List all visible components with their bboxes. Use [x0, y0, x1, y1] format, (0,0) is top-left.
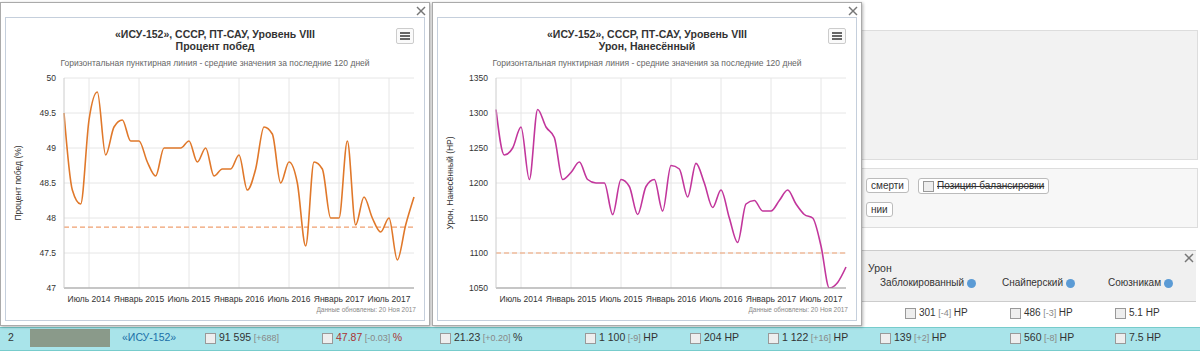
html-text:нии: нии: [871, 204, 888, 215]
svg-text:Январь 2016: Январь 2016: [214, 294, 265, 304]
html-text:Данные обновлены: 20 Ноя 2017: Данные обновлены: 20 Ноя 2017: [748, 306, 848, 313]
html-text:21.23[+0.20]%: 21.23[+0.20]%: [454, 331, 523, 343]
html-text:Данные обновлены: 20 Ноя 2017: Данные обновлены: 20 Ноя 2017: [316, 306, 416, 313]
html-text:47.87[-0.03]%: 47.87[-0.03]%: [336, 331, 403, 343]
html-text:204 HP: 204 HP: [704, 331, 739, 343]
svg-text:Январь 2016: Январь 2016: [646, 294, 697, 304]
html-text:Позиция балансировки: Позиция балансировки: [937, 180, 1045, 191]
html-text:2: 2: [8, 331, 14, 343]
html-text:Союзникам: Союзникам: [1108, 277, 1161, 288]
html-text:1 100[-9]HP: 1 100[-9]HP: [599, 331, 658, 343]
svg-text:1350: 1350: [469, 73, 488, 83]
html-text:Процент побед: Процент побед: [175, 40, 255, 52]
svg-text:1250: 1250: [469, 143, 488, 153]
svg-text:Июль 2015: Июль 2015: [600, 294, 643, 304]
svg-text:48: 48: [47, 213, 57, 223]
html-text:«ИСУ-152»: «ИСУ-152»: [122, 331, 177, 343]
svg-text:Январь 2015: Январь 2015: [546, 294, 597, 304]
html-text:1 122[+16]HP: 1 122[+16]HP: [782, 331, 849, 343]
html-text:5.1 HP: 5.1 HP: [1129, 307, 1160, 318]
html-text:Заблокированный: Заблокированный: [880, 277, 965, 288]
svg-text:47: 47: [47, 283, 57, 293]
html-text:Урон, Нанесённый: Урон, Нанесённый: [598, 40, 696, 52]
svg-text:Июль 2017: Июль 2017: [368, 294, 411, 304]
html-text:смерти: смерти: [871, 180, 904, 191]
svg-text:48.5: 48.5: [39, 178, 56, 188]
html-text:Снайперский: Снайперский: [1002, 277, 1063, 288]
svg-text:47.5: 47.5: [39, 248, 56, 258]
svg-text:49: 49: [47, 143, 57, 153]
svg-text:Июль 2016: Июль 2016: [268, 294, 311, 304]
html-text:91 595[+688]: 91 595[+688]: [219, 331, 279, 343]
svg-text:1300: 1300: [469, 108, 488, 118]
svg-text:1200: 1200: [469, 178, 488, 188]
svg-text:Январь 2015: Январь 2015: [114, 294, 165, 304]
html-text:7.5 HP: 7.5 HP: [1129, 331, 1162, 343]
svg-text:Январь 2017: Январь 2017: [746, 294, 797, 304]
svg-text:50: 50: [47, 73, 57, 83]
svg-text:1100: 1100: [470, 248, 489, 258]
svg-text:Июль 2015: Июль 2015: [168, 294, 211, 304]
html-text:«ИСУ-152», СССР, ПТ-САУ, Урове: «ИСУ-152», СССР, ПТ-САУ, Уровень VIII: [115, 28, 315, 40]
html-text:560[-8]HP: 560[-8]HP: [1024, 331, 1075, 343]
svg-text:1050: 1050: [469, 283, 488, 293]
svg-text:Июль 2014: Июль 2014: [68, 294, 111, 304]
svg-text:49.5: 49.5: [39, 108, 56, 118]
svg-text:Июль 2014: Июль 2014: [500, 294, 543, 304]
svg-text:1150: 1150: [470, 213, 489, 223]
html-text:Горизонтальная пунктирная лини: Горизонтальная пунктирная линия - средни…: [492, 58, 802, 68]
svg-text:Июль 2017: Июль 2017: [800, 294, 843, 304]
html-text:486 [-3] HP: 486 [-3] HP: [1024, 307, 1073, 318]
svg-text:Урон, Нанесённый (HP): Урон, Нанесённый (HP): [445, 136, 455, 229]
svg-text:Процент побед (%): Процент побед (%): [13, 145, 23, 220]
html-text:Горизонтальная пунктирная лини: Горизонтальная пунктирная линия - средни…: [60, 58, 370, 68]
html-text:301 [-4] HP: 301 [-4] HP: [919, 307, 968, 318]
svg-text:Январь 2017: Январь 2017: [314, 294, 365, 304]
html-text:«ИСУ-152», СССР, ПТ-САУ, Урове: «ИСУ-152», СССР, ПТ-САУ, Уровень VIII: [547, 28, 747, 40]
svg-text:Июль 2016: Июль 2016: [700, 294, 743, 304]
html-text:139[+2]HP: 139[+2]HP: [894, 331, 947, 343]
html-text:Урон: Урон: [868, 262, 892, 274]
